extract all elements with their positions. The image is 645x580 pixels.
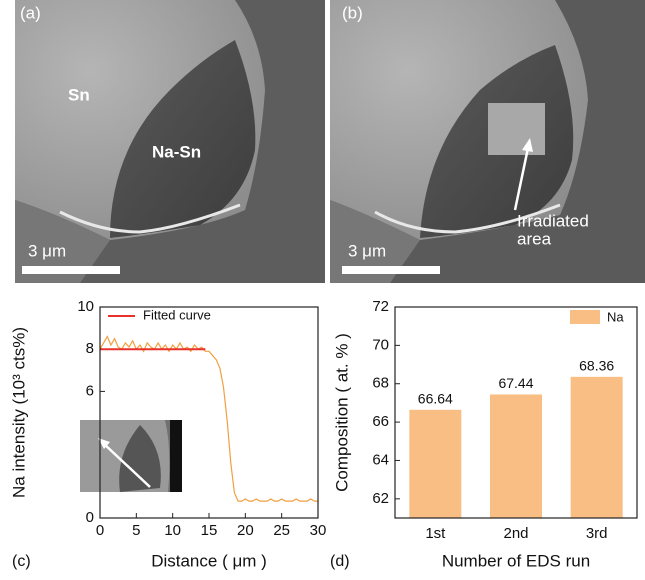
region-label: Sn [68,85,90,104]
y-tick-label: 6 [86,382,94,399]
x-tick-label: 10 [164,522,181,539]
x-tick-label: 15 [201,522,218,539]
data-label: 67.44 [498,375,533,391]
micrograph-b: (b) Irradiated area 3 μm [330,0,645,283]
x-tick-label: 25 [273,522,290,539]
x-tick-label: 1st [425,525,446,542]
bar [490,394,542,518]
x-axis-title: Distance ( μm ) [151,551,267,570]
x-axis-title: Number of EDS run [442,551,590,570]
figure: (a) Sn Na-Sn 3 μm (b) Irradiated area 3 … [0,0,645,575]
y-tick-label: 10 [77,298,94,315]
annotation: area [517,229,552,248]
micrograph-a: (a) Sn Na-Sn 3 μm [15,0,325,283]
y-tick-label: 70 [372,336,389,353]
bar [571,377,623,518]
y-axis-title: Na intensity (10³ cts%) [9,327,28,498]
x-tick-label: 2nd [503,525,528,542]
inset-edge [170,420,182,492]
y-axis-title: Composition ( at. % ) [332,333,351,492]
y-tick-label: 72 [372,298,389,315]
data-label: 66.64 [418,391,453,407]
y-tick-label: 8 [86,340,94,357]
x-tick-label: 5 [132,522,140,539]
legend-label: Fitted curve [143,307,211,322]
annotation: Irradiated [517,211,589,230]
legend-label: Na [607,309,624,324]
y-tick-label: 66 [372,413,389,430]
scale-label: 3 μm [348,241,386,260]
scale-label: 3 μm [28,241,66,260]
x-tick-label: 3rd [586,525,608,542]
y-tick-label: 68 [372,375,389,392]
panel-label: (c) [12,553,31,570]
panel-label: (d) [330,553,350,570]
x-tick-label: 20 [237,522,254,539]
y-tick-label: 0 [86,509,94,526]
bar [409,410,461,518]
panel-label: (a) [20,3,41,22]
x-tick-label: 0 [96,522,104,539]
data-label: 68.36 [579,358,614,374]
legend-swatch [570,310,600,324]
x-tick-label: 30 [310,522,327,539]
y-tick-label: 62 [372,490,389,507]
y-tick-label: 64 [372,451,389,468]
panel-label: (b) [342,3,363,22]
region-label: Na-Sn [152,142,201,161]
